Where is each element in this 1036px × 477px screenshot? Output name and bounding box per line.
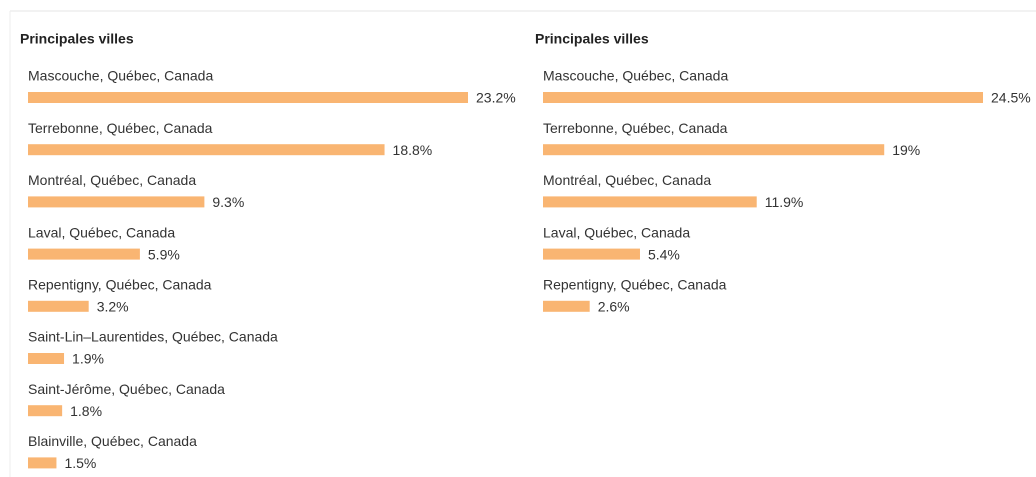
bar — [28, 144, 385, 156]
bar — [28, 196, 205, 208]
city-label: Repentigny, Québec, Canada — [543, 277, 727, 293]
city-label: Laval, Québec, Canada — [28, 224, 175, 240]
city-label: Terrebonne, Québec, Canada — [543, 120, 728, 136]
value-label: 19% — [892, 142, 920, 158]
value-label: 2.6% — [598, 299, 630, 315]
value-label: 9.3% — [212, 194, 244, 210]
section-title: Principales villes — [535, 31, 649, 47]
bar — [28, 92, 468, 103]
bar — [543, 144, 885, 156]
value-label: 1.9% — [72, 351, 104, 367]
bar — [28, 248, 140, 260]
city-label: Terrebonne, Québec, Canada — [28, 120, 213, 136]
value-label: 18.8% — [393, 142, 433, 158]
city-label: Montréal, Québec, Canada — [543, 172, 711, 188]
value-label: 1.5% — [64, 455, 96, 471]
city-label: Mascouche, Québec, Canada — [543, 68, 728, 84]
bar — [543, 300, 590, 312]
city-label: Mascouche, Québec, Canada — [28, 68, 213, 84]
value-label: 23.2% — [476, 90, 516, 106]
value-label: 11.9% — [765, 194, 804, 210]
bar — [543, 196, 757, 208]
bar — [28, 353, 65, 364]
value-label: 5.9% — [148, 246, 180, 262]
city-label: Montréal, Québec, Canada — [28, 172, 196, 188]
bar — [28, 300, 89, 312]
city-label: Repentigny, Québec, Canada — [28, 277, 212, 293]
city-label: Laval, Québec, Canada — [543, 224, 690, 240]
city-label: Saint-Jérôme, Québec, Canada — [28, 381, 225, 397]
city-label: Saint-Lin–Laurentides, Québec, Canada — [28, 329, 278, 345]
bar — [28, 457, 57, 469]
value-label: 24.5% — [991, 90, 1031, 106]
bar — [543, 248, 640, 260]
bar — [28, 405, 63, 417]
bar — [543, 92, 983, 103]
value-label: 5.4% — [648, 246, 680, 262]
value-label: 1.8% — [70, 403, 102, 419]
value-label: 3.2% — [97, 299, 129, 315]
city-label: Blainville, Québec, Canada — [28, 433, 197, 449]
section-title: Principales villes — [20, 31, 134, 47]
